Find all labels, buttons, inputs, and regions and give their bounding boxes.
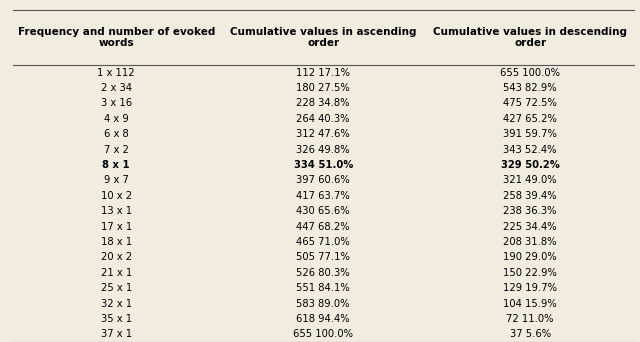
Text: 618 94.4%: 618 94.4% (296, 314, 350, 324)
Text: 258 39.4%: 258 39.4% (503, 191, 557, 201)
Text: 10 x 2: 10 x 2 (100, 191, 132, 201)
Text: 25 x 1: 25 x 1 (100, 283, 132, 293)
Text: 427 65.2%: 427 65.2% (503, 114, 557, 124)
Text: 505 77.1%: 505 77.1% (296, 252, 350, 262)
Text: 35 x 1: 35 x 1 (100, 314, 132, 324)
Text: 208 31.8%: 208 31.8% (504, 237, 557, 247)
Text: 1 x 112: 1 x 112 (97, 68, 135, 78)
Text: 238 36.3%: 238 36.3% (504, 206, 557, 216)
Text: 112 17.1%: 112 17.1% (296, 68, 350, 78)
Text: 543 82.9%: 543 82.9% (503, 83, 557, 93)
Text: 551 84.1%: 551 84.1% (296, 283, 350, 293)
Text: 72 11.0%: 72 11.0% (506, 314, 554, 324)
Text: 129 19.7%: 129 19.7% (503, 283, 557, 293)
Text: 655 100.0%: 655 100.0% (293, 329, 353, 339)
Text: 321 49.0%: 321 49.0% (503, 175, 557, 185)
Text: 4 x 9: 4 x 9 (104, 114, 129, 124)
Text: 225 34.4%: 225 34.4% (503, 222, 557, 232)
Text: 18 x 1: 18 x 1 (100, 237, 132, 247)
Text: 326 49.8%: 326 49.8% (296, 145, 350, 155)
Text: Cumulative values in ascending
order: Cumulative values in ascending order (230, 27, 417, 49)
Text: 228 34.8%: 228 34.8% (296, 98, 350, 108)
Text: 465 71.0%: 465 71.0% (296, 237, 350, 247)
Text: 417 63.7%: 417 63.7% (296, 191, 350, 201)
Text: 20 x 2: 20 x 2 (100, 252, 132, 262)
Text: 17 x 1: 17 x 1 (100, 222, 132, 232)
Text: 391 59.7%: 391 59.7% (503, 129, 557, 139)
Text: 655 100.0%: 655 100.0% (500, 68, 560, 78)
Text: 150 22.9%: 150 22.9% (503, 268, 557, 278)
Text: 180 27.5%: 180 27.5% (296, 83, 350, 93)
Text: 32 x 1: 32 x 1 (100, 299, 132, 308)
Text: 37 5.6%: 37 5.6% (509, 329, 550, 339)
Text: 13 x 1: 13 x 1 (100, 206, 132, 216)
Text: 312 47.6%: 312 47.6% (296, 129, 350, 139)
Text: 329 50.2%: 329 50.2% (500, 160, 559, 170)
Text: 9 x 7: 9 x 7 (104, 175, 129, 185)
Text: 7 x 2: 7 x 2 (104, 145, 129, 155)
Text: 3 x 16: 3 x 16 (100, 98, 132, 108)
Text: 104 15.9%: 104 15.9% (503, 299, 557, 308)
Text: 8 x 1: 8 x 1 (102, 160, 130, 170)
Text: 37 x 1: 37 x 1 (100, 329, 132, 339)
Text: 447 68.2%: 447 68.2% (296, 222, 350, 232)
Text: Cumulative values in descending
order: Cumulative values in descending order (433, 27, 627, 49)
Text: 397 60.6%: 397 60.6% (296, 175, 350, 185)
Text: Frequency and number of evoked
words: Frequency and number of evoked words (17, 27, 215, 49)
Text: 526 80.3%: 526 80.3% (296, 268, 350, 278)
Text: 343 52.4%: 343 52.4% (504, 145, 557, 155)
Text: 2 x 34: 2 x 34 (100, 83, 132, 93)
Text: 475 72.5%: 475 72.5% (503, 98, 557, 108)
Text: 21 x 1: 21 x 1 (100, 268, 132, 278)
Text: 430 65.6%: 430 65.6% (296, 206, 350, 216)
Text: 583 89.0%: 583 89.0% (296, 299, 350, 308)
Text: 6 x 8: 6 x 8 (104, 129, 129, 139)
Text: 190 29.0%: 190 29.0% (503, 252, 557, 262)
Text: 334 51.0%: 334 51.0% (294, 160, 353, 170)
Text: 264 40.3%: 264 40.3% (296, 114, 350, 124)
